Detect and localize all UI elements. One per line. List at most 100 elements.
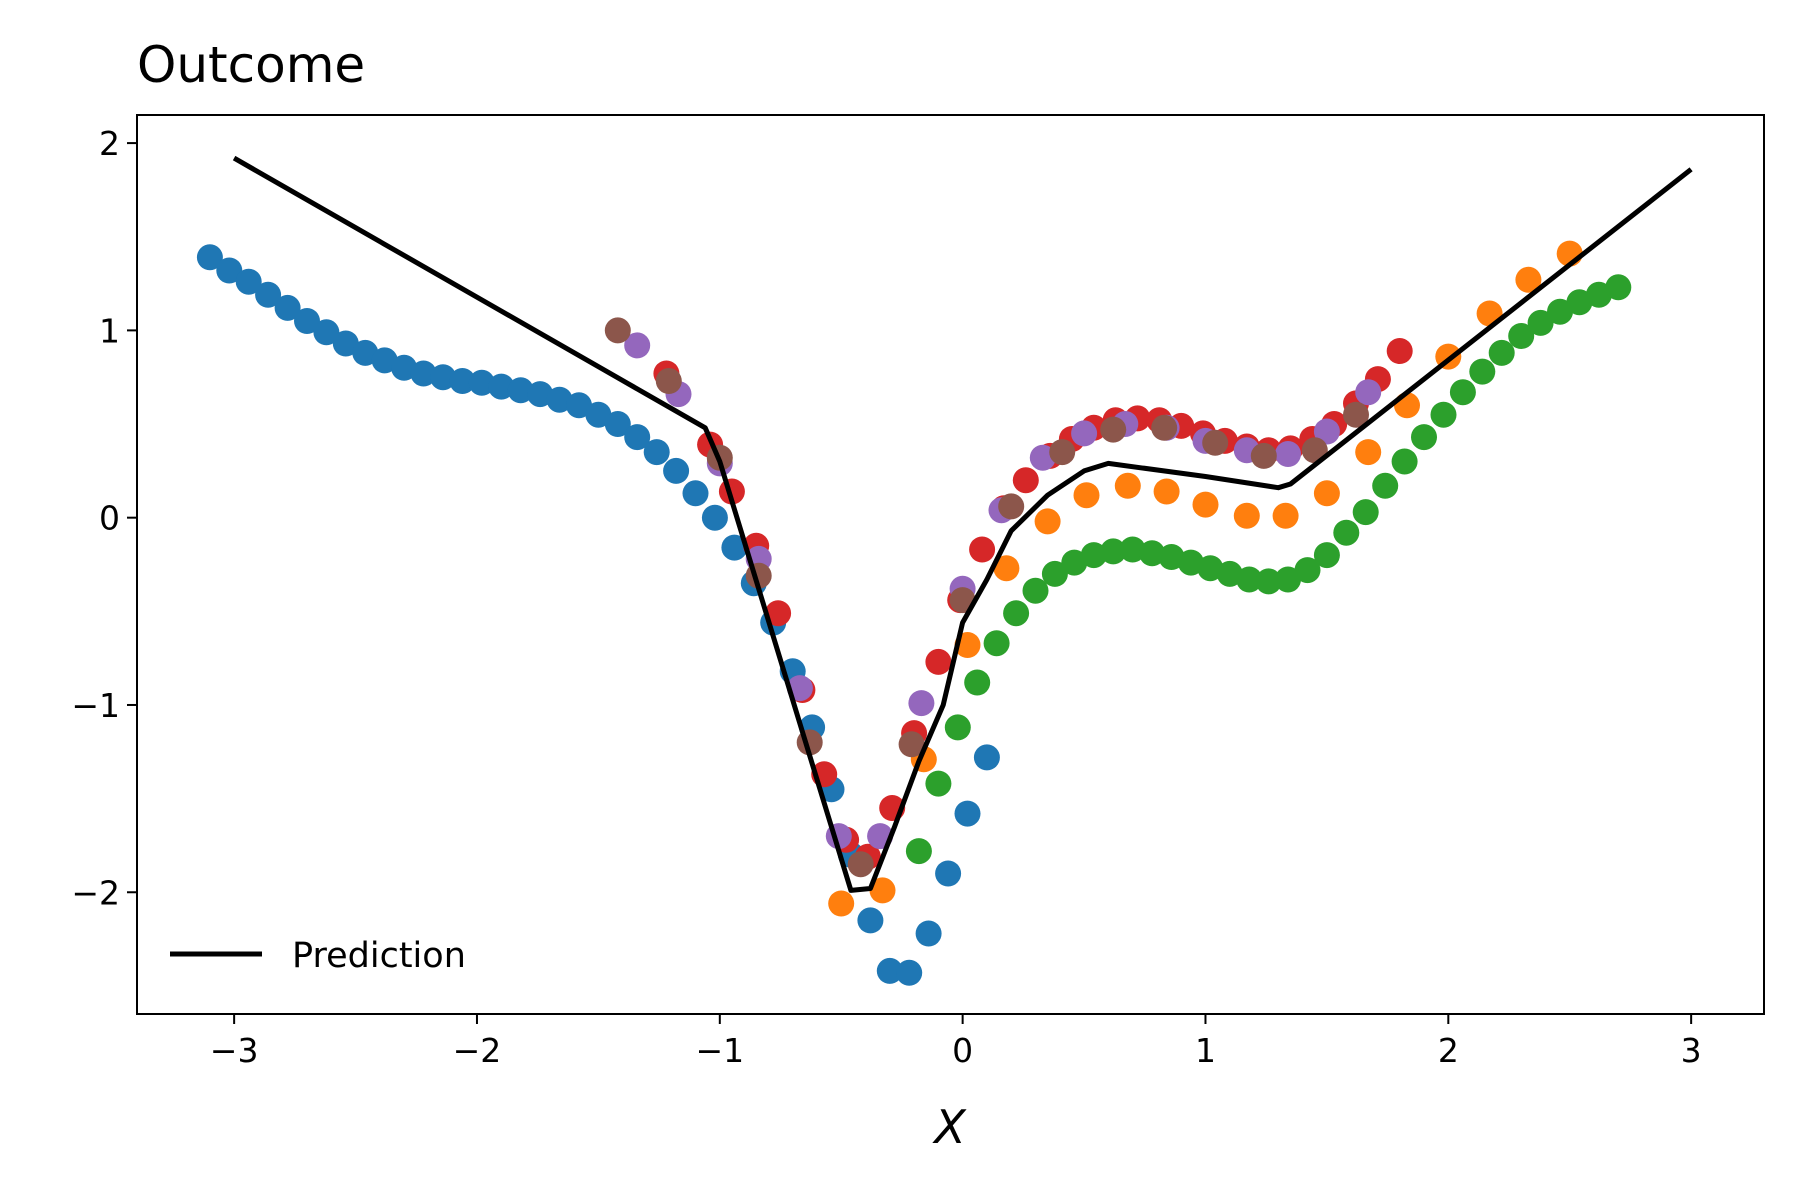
scatter-point-series2-8 xyxy=(1114,472,1141,499)
scatter-point-series6-7 xyxy=(898,731,925,758)
scatter-point-series1-17 xyxy=(507,377,534,404)
scatter-point-series1-13 xyxy=(430,364,456,391)
scatter-point-series2-9 xyxy=(1153,478,1180,505)
scatter-point-series2-14 xyxy=(1355,439,1382,466)
x-tick-label: −2 xyxy=(453,1031,502,1070)
scatter-point-series1-5 xyxy=(274,294,301,321)
scatter-point-series4-14 xyxy=(969,536,996,563)
scatter-point-series3-8 xyxy=(1041,560,1068,587)
scatter-point-series1-27 xyxy=(701,504,728,531)
scatter-point-series1-3 xyxy=(235,268,262,295)
scatter-point-series6-1 xyxy=(604,317,631,344)
scatter-point-series2-2 xyxy=(869,877,896,904)
scatter-point-series3-10 xyxy=(1080,542,1107,569)
scatter-point-series1-36 xyxy=(876,957,903,984)
scatter-point-series3-12 xyxy=(1119,536,1146,563)
scatter-point-series3-21 xyxy=(1294,557,1321,584)
scatter-point-series3-28 xyxy=(1430,401,1457,428)
scatter-point-series3-11 xyxy=(1100,538,1127,565)
scatter-point-series6-10 xyxy=(1049,439,1076,466)
scatter-point-series1-25 xyxy=(663,457,690,484)
scatter-point-series1-7 xyxy=(313,319,340,346)
x-tick-label: 3 xyxy=(1681,1031,1702,1070)
scatter-point-series3-35 xyxy=(1566,289,1593,316)
scatter-point-series3-13 xyxy=(1139,540,1166,567)
scatter-point-series3-16 xyxy=(1197,555,1224,582)
scatter-point-series3-4 xyxy=(964,669,991,696)
scatter-point-series3-2 xyxy=(925,770,952,797)
scatter-point-series6-16 xyxy=(1343,401,1369,428)
scatter-point-series2-18 xyxy=(1515,266,1542,293)
scatter-point-series3-18 xyxy=(1236,566,1263,593)
scatter-point-series3-37 xyxy=(1605,274,1632,301)
scatter-point-series3-23 xyxy=(1333,519,1360,546)
x-tick-label: 0 xyxy=(952,1031,973,1070)
scatter-point-series1-15 xyxy=(468,369,495,396)
scatter-point-series2-7 xyxy=(1073,482,1100,509)
y-tick-label: 0 xyxy=(99,499,120,538)
scatter-point-series3-19 xyxy=(1255,568,1282,595)
scatter-point-series3-29 xyxy=(1449,379,1476,406)
scatter-point-series3-27 xyxy=(1411,424,1437,451)
prediction-line-layer xyxy=(232,155,1693,893)
scatter-point-series2-6 xyxy=(1034,508,1061,535)
scatter-point-series5-17 xyxy=(1275,441,1301,467)
y-tick-label: −1 xyxy=(71,686,120,725)
scatter-point-series3-30 xyxy=(1469,358,1496,385)
scatter-point-series3-24 xyxy=(1352,499,1379,526)
scatter-point-series1-38 xyxy=(915,920,942,947)
scatter-point-series1-22 xyxy=(604,411,631,437)
x-tick-label: 2 xyxy=(1438,1031,1459,1070)
y-tick-label: 1 xyxy=(99,311,120,350)
scatter-point-series2-10 xyxy=(1192,491,1219,518)
scatter-point-series1-41 xyxy=(973,744,1000,771)
scatter-point-series4-12 xyxy=(925,648,952,675)
scatter-point-series1-28 xyxy=(721,534,748,561)
scatter-point-series5-1 xyxy=(624,332,651,359)
scatter-point-series6-14 xyxy=(1250,442,1277,469)
scatter-point-series5-8 xyxy=(908,690,935,717)
scatter-point-series3-20 xyxy=(1275,566,1301,593)
scatter-point-series1-14 xyxy=(449,368,476,394)
scatter-point-series1-23 xyxy=(624,424,651,451)
scatter-point-series4-33 xyxy=(1386,338,1413,364)
x-tick-label: 1 xyxy=(1195,1031,1216,1070)
scatter-point-series3-31 xyxy=(1488,339,1515,366)
scatter-point-series2-5 xyxy=(993,555,1020,582)
scatter-point-series4-16 xyxy=(1012,467,1039,494)
scatter-point-series6-2 xyxy=(655,368,682,394)
legend: Prediction xyxy=(170,936,466,976)
x-tick-label: −1 xyxy=(695,1031,744,1070)
chart-title: Outcome xyxy=(137,36,366,94)
x-axis-label: X xyxy=(932,1100,967,1154)
scatter-point-series3-34 xyxy=(1547,298,1573,325)
scatter-point-series2-1 xyxy=(828,890,855,917)
scatter-point-series6-12 xyxy=(1151,414,1178,441)
x-tick-label: −3 xyxy=(210,1031,259,1070)
scatter-point-series1-4 xyxy=(255,281,282,308)
scatter-point-series1-19 xyxy=(546,386,573,413)
scatter-point-series1-20 xyxy=(566,392,592,419)
scatter-point-series2-11 xyxy=(1233,502,1260,529)
scatter-point-series1-37 xyxy=(896,959,923,986)
scatter-point-series1-21 xyxy=(585,401,612,428)
scatter-point-series3-32 xyxy=(1508,323,1535,349)
scatter-point-series4-5 xyxy=(765,600,792,627)
scatter-point-series2-15 xyxy=(1394,392,1420,419)
scatter-point-series3-1 xyxy=(905,838,932,865)
x-axis-ticks: −3 −2 −1 0 1 2 3 xyxy=(210,1014,1702,1070)
scatter-point-series1-40 xyxy=(954,800,981,827)
prediction-line xyxy=(232,155,1693,893)
scatter-point-series5-18 xyxy=(1313,418,1340,445)
plot-frame xyxy=(136,114,1765,1015)
scatter-point-series1-39 xyxy=(935,860,962,887)
y-tick-label: 2 xyxy=(99,124,120,163)
scatter-point-series1-2 xyxy=(216,257,243,284)
scatter-point-series3-3 xyxy=(944,714,971,741)
scatter-point-series1-12 xyxy=(410,360,437,387)
scatter-point-series3-25 xyxy=(1372,472,1399,499)
scatter-point-series1-6 xyxy=(294,308,320,334)
scatter-point-series1-35 xyxy=(857,907,884,934)
scatter-point-series6-6 xyxy=(847,851,874,878)
